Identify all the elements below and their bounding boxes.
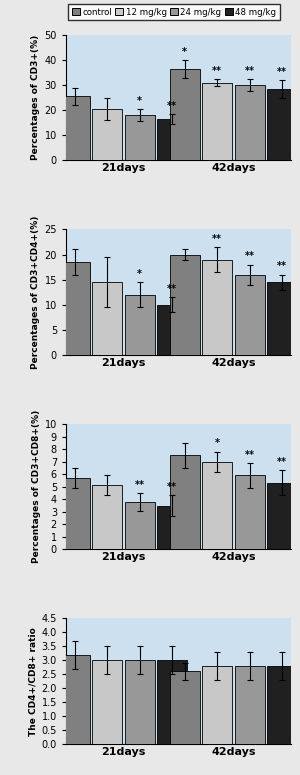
Bar [267, 282, 297, 355]
Text: **: ** [277, 261, 287, 271]
Bar [235, 85, 265, 160]
Text: **: ** [245, 251, 255, 261]
Y-axis label: Percentages of CD3+CD4+(%): Percentages of CD3+CD4+(%) [31, 215, 40, 369]
Text: *: * [215, 439, 220, 449]
Bar [157, 305, 187, 355]
Bar [125, 294, 155, 355]
Bar [170, 671, 200, 744]
Bar [92, 485, 122, 549]
Bar [60, 96, 90, 160]
Y-axis label: Percentages of CD3+(%): Percentages of CD3+(%) [32, 35, 40, 160]
Text: **: ** [245, 66, 255, 76]
Text: **: ** [277, 67, 287, 77]
Bar [92, 282, 122, 355]
Text: **: ** [167, 101, 177, 111]
Bar [170, 456, 200, 549]
Bar [170, 254, 200, 355]
Bar [235, 666, 265, 744]
Text: **: ** [167, 482, 177, 492]
Bar [170, 69, 200, 160]
Bar [202, 666, 232, 744]
Bar [60, 478, 90, 549]
Text: **: ** [212, 66, 222, 76]
Text: **: ** [135, 480, 145, 490]
Bar [60, 262, 90, 355]
Bar [235, 274, 265, 355]
Text: **: ** [277, 457, 287, 467]
Bar [202, 260, 232, 355]
Bar [202, 83, 232, 160]
Bar [157, 505, 187, 549]
Bar [92, 109, 122, 160]
Bar [202, 462, 232, 549]
Y-axis label: The CD4+/CD8+ ratio: The CD4+/CD8+ ratio [28, 627, 37, 735]
Bar [157, 119, 187, 160]
Bar [125, 115, 155, 160]
Text: **: ** [212, 234, 222, 244]
Text: **: ** [167, 284, 177, 294]
Bar [125, 660, 155, 744]
Bar [267, 89, 297, 160]
Legend: control, 12 mg/kg, 24 mg/kg, 48 mg/kg: control, 12 mg/kg, 24 mg/kg, 48 mg/kg [68, 5, 280, 20]
Text: *: * [137, 269, 142, 279]
Text: *: * [137, 96, 142, 106]
Text: *: * [182, 46, 187, 57]
Bar [157, 660, 187, 744]
Bar [267, 483, 297, 549]
Bar [235, 475, 265, 549]
Bar [60, 655, 90, 744]
Bar [125, 501, 155, 549]
Bar [267, 666, 297, 744]
Text: **: ** [245, 449, 255, 460]
Bar [92, 660, 122, 744]
Y-axis label: Percentages of CD3+CD8+(%): Percentages of CD3+CD8+(%) [32, 410, 40, 563]
